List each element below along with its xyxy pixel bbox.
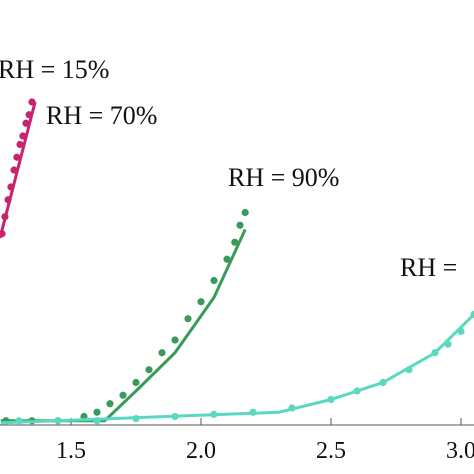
- data-point: [132, 415, 140, 423]
- data-point: [16, 140, 24, 149]
- data-point: [171, 412, 179, 421]
- data-point: [379, 378, 387, 387]
- data-point: [236, 221, 244, 229]
- data-point: [231, 238, 239, 246]
- data-point: [223, 255, 231, 263]
- data-point: [470, 310, 474, 319]
- data-point: [145, 366, 153, 374]
- data-point: [0, 230, 6, 238]
- x-tick-label: 3.0: [446, 438, 474, 464]
- data-point: [241, 208, 249, 217]
- data-point: [249, 408, 257, 416]
- x-tick-label: 1.5: [56, 438, 86, 464]
- x-tick-label: 2.5: [316, 438, 346, 464]
- data-point: [171, 336, 179, 344]
- annotation: RH = 70%: [46, 101, 157, 130]
- data-point: [4, 196, 12, 204]
- data-point: [457, 327, 465, 336]
- data-point: [158, 349, 166, 357]
- data-point: [327, 395, 335, 404]
- data-point: [184, 315, 192, 323]
- x-tick-label: 2.0: [186, 438, 216, 464]
- annotation: RH = 15%: [0, 55, 109, 84]
- data-point: [106, 400, 114, 408]
- annotation: RH = 90%: [228, 163, 339, 192]
- data-point: [93, 417, 101, 425]
- data-point: [25, 111, 33, 119]
- data-point: [54, 417, 62, 425]
- data-point: [210, 410, 218, 418]
- data-point: [7, 183, 15, 191]
- data-point: [28, 98, 36, 106]
- data-point: [10, 166, 18, 174]
- data-point: [405, 366, 413, 374]
- data-point: [93, 408, 101, 416]
- data-point: [444, 340, 452, 348]
- data-point: [15, 417, 23, 425]
- data-point: [22, 119, 30, 127]
- data-point: [288, 404, 296, 412]
- fit-line: [0, 313, 474, 425]
- data-point: [132, 378, 140, 387]
- data-point: [19, 132, 27, 140]
- data-point: [13, 153, 21, 161]
- data-point: [197, 298, 205, 306]
- annotation: RH =: [400, 253, 457, 282]
- data-point: [210, 276, 218, 285]
- data-point: [1, 213, 9, 221]
- data-point: [431, 349, 439, 357]
- data-point: [353, 387, 361, 395]
- data-point: [119, 391, 127, 399]
